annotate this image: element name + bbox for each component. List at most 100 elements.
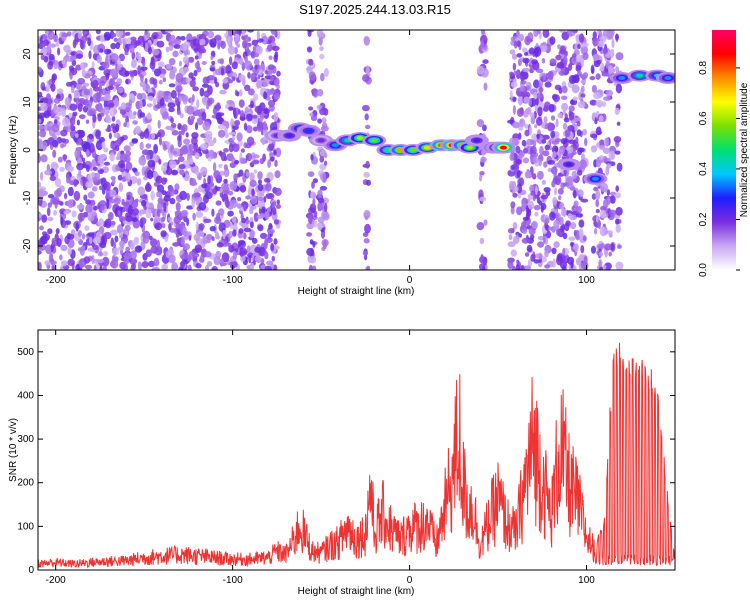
heatmap-cell <box>507 260 514 269</box>
heatmap-cell <box>550 115 556 121</box>
heatmap-cell <box>583 255 588 265</box>
heatmap-cell <box>258 179 262 185</box>
heatmap-cell <box>276 70 281 77</box>
heatmap-cell <box>524 252 530 257</box>
heatmap-cell <box>229 261 238 267</box>
heatmap-cell <box>212 162 217 172</box>
heatmap-cell <box>60 260 68 267</box>
heatmap-cell <box>188 143 194 152</box>
y-tick-label: 0 <box>22 147 33 153</box>
heatmap-cell <box>273 112 279 122</box>
heatmap-cell <box>208 149 215 160</box>
heatmap-cell <box>230 199 238 208</box>
heatmap-cell <box>529 184 535 193</box>
heatmap-cell <box>515 159 522 165</box>
ridge-mark <box>285 133 293 138</box>
heatmap-cell <box>183 138 191 145</box>
heatmap-cell <box>615 83 623 94</box>
heatmap-cell <box>547 160 555 165</box>
heatmap-cell <box>161 223 166 229</box>
heatmap-cell <box>173 39 182 45</box>
heatmap-cell <box>559 216 564 226</box>
heatmap-cell <box>577 101 586 109</box>
heatmap-cell <box>89 237 93 245</box>
heatmap-cell <box>74 133 79 139</box>
heatmap-cell <box>580 85 585 93</box>
heatmap-cell <box>50 110 55 117</box>
heatmap-cell <box>603 198 609 209</box>
heatmap-cell <box>249 244 258 255</box>
heatmap-cell <box>223 164 228 171</box>
snr-series-line <box>38 342 675 569</box>
heatmap-cell <box>272 206 277 216</box>
heatmap-cell <box>96 155 105 165</box>
heatmap-cell <box>319 46 324 51</box>
heatmap-cell <box>79 39 85 50</box>
heatmap-cell <box>560 182 565 190</box>
figure-title: S197.2025.244.13.03.R15 <box>299 2 451 17</box>
heatmap-cell <box>61 32 69 38</box>
heatmap-cell <box>81 233 86 240</box>
heatmap-cell <box>178 163 186 170</box>
heatmap-cell <box>253 58 260 66</box>
heatmap-cell <box>239 185 247 193</box>
heatmap-cell <box>363 238 370 244</box>
heatmap-cell <box>118 182 124 192</box>
heatmap-cell <box>160 230 167 238</box>
heatmap-cell <box>44 169 52 176</box>
heatmap-cell <box>39 225 44 231</box>
heatmap-cell <box>131 138 138 144</box>
heatmap-cell <box>75 82 81 90</box>
heatmap-cell <box>511 53 518 60</box>
heatmap-cell <box>49 43 57 48</box>
heatmap-cell <box>595 208 600 214</box>
heatmap-cell <box>139 210 143 217</box>
heatmap-cell <box>85 199 92 205</box>
heatmap-cell <box>312 265 317 270</box>
heatmap-cell <box>147 260 156 268</box>
heatmap-cell <box>137 261 142 270</box>
heatmap-cell <box>174 96 179 106</box>
heatmap-cell <box>38 112 47 118</box>
heatmap-cell <box>98 200 107 207</box>
heatmap-cell <box>207 175 211 185</box>
heatmap-cell <box>170 117 174 124</box>
heatmap-cell <box>85 164 90 172</box>
heatmap-cell <box>597 40 605 48</box>
heatmap-cell <box>45 83 51 93</box>
y-tick-label: 20 <box>22 48 33 60</box>
heatmap-cell <box>257 74 261 80</box>
heatmap-cell <box>250 100 254 108</box>
heatmap-cell <box>113 37 118 42</box>
heatmap-cell <box>88 50 92 60</box>
heatmap-cell <box>76 162 84 171</box>
heatmap-cell <box>549 58 557 65</box>
heatmap-cell <box>255 45 263 55</box>
heatmap-cell <box>116 78 123 85</box>
heatmap-cell <box>201 96 209 104</box>
heatmap-cell <box>562 110 566 116</box>
heatmap-cell <box>246 245 251 254</box>
heatmap-cell <box>529 112 535 118</box>
heatmap-cell <box>129 45 135 54</box>
heatmap-cell <box>168 107 175 113</box>
heatmap-cell <box>51 264 56 270</box>
heatmap-cell <box>91 186 98 192</box>
heatmap-cell <box>213 35 222 41</box>
heatmap-cell <box>532 157 539 164</box>
heatmap-cell <box>566 176 574 186</box>
heatmap-cell <box>557 112 563 119</box>
heatmap-cell <box>137 186 145 196</box>
heatmap-cell <box>610 243 615 251</box>
heatmap-cell <box>322 212 330 221</box>
heatmap-cell <box>547 122 554 132</box>
heatmap-cell <box>276 204 281 209</box>
heatmap-cell <box>253 212 259 223</box>
heatmap-cell <box>40 54 45 61</box>
heatmap-cell <box>576 129 582 137</box>
heatmap-cell <box>476 119 485 128</box>
heatmap-cell <box>605 89 613 97</box>
heatmap-cell <box>573 200 579 208</box>
heatmap-cell <box>605 137 610 147</box>
heatmap-cell <box>593 228 598 235</box>
